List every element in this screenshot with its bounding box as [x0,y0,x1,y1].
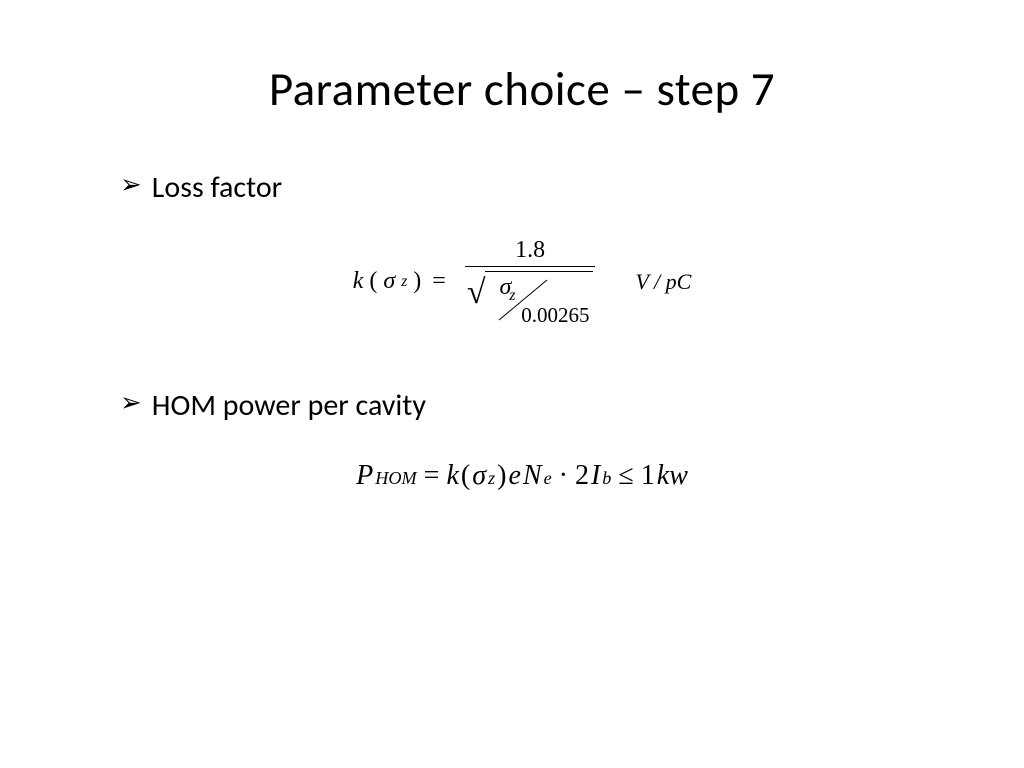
eq1-numerator: 1.8 [465,237,595,267]
eq1-sqrt: √ σz 0.00265 [467,271,594,326]
sqrt-icon: √ [467,281,486,336]
bullet-hom-power: ➢ HOM power per cavity [120,386,924,425]
eq1-equals: = [432,268,446,295]
eq2-close-paren: ) [497,460,506,492]
eq1-sqrt-arg: σz 0.00265 [485,271,593,326]
bullet-text-1: Loss factor [152,168,282,207]
equation-hom-power: PHOM = k ( σz ) e Ne · 2 Ib ≤ 1 kw [120,460,924,492]
eq1-diag-frac: σz 0.00265 [489,276,589,326]
eq2-sigma-sub: z [488,468,495,489]
slide-title: Parameter choice – step 7 [120,60,924,118]
eq2-two: 2 [575,460,589,492]
eq2-P: P [356,460,373,492]
eq2-kw: kw [657,460,688,492]
eq1-fraction: 1.8 √ σz [461,237,600,326]
eq1-k: k [353,268,364,295]
eq2-N-sub: e [544,468,552,489]
eq2-leq: ≤ [618,460,633,492]
eq1-open-paren: ( [369,268,377,295]
eq2-open-paren: ( [461,460,470,492]
bullet-marker-icon: ➢ [120,168,142,202]
slide-container: Parameter choice – step 7 ➢ Loss factor … [0,0,1024,768]
bullet-loss-factor: ➢ Loss factor [120,168,924,207]
eq1-sigma: σ [383,268,395,295]
bullet-marker-icon-2: ➢ [120,386,142,420]
eq2-k: k [446,460,458,492]
eq1-denominator: √ σz 0.00265 [461,267,600,326]
eq2-equals: = [424,460,440,492]
eq2-e: e [508,460,520,492]
eq1-close-paren: ) [413,268,421,295]
eq1-row: k ( σz ) = 1.8 √ σz [353,237,692,326]
eq1-main: k ( σz ) = 1.8 √ σz [353,237,604,326]
eq2-N: N [523,460,542,492]
eq2-I-sub: b [602,468,611,489]
equation-loss-factor: k ( σz ) = 1.8 √ σz [120,237,924,326]
eq2-P-sub: HOM [375,468,416,489]
eq1-diag-den: 0.00265 [521,303,589,328]
eq1-sigma-sub: z [401,273,407,291]
eq2-one: 1 [641,460,655,492]
eq2-sigma: σ [472,460,486,492]
eq1-units: V / pC [635,269,691,295]
bullet-text-2: HOM power per cavity [152,386,426,425]
eq2-row: PHOM = k ( σz ) e Ne · 2 Ib ≤ 1 kw [356,460,688,492]
eq2-dot: · [559,460,568,492]
eq2-I: I [591,460,600,492]
